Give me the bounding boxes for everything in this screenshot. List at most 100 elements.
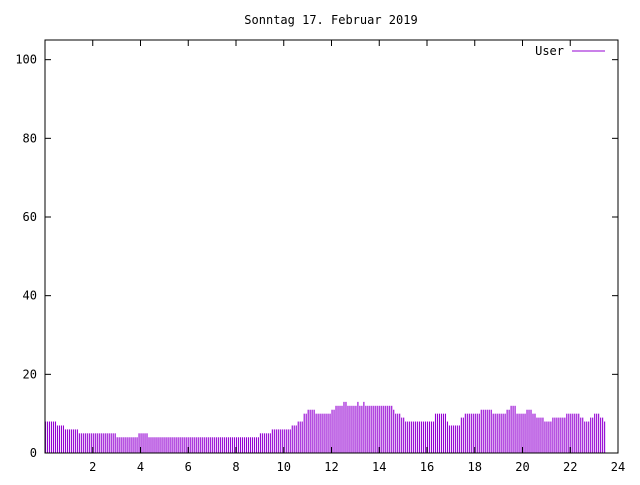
bar <box>283 429 285 453</box>
bar <box>347 405 349 453</box>
bar <box>339 405 341 453</box>
bar <box>558 417 560 453</box>
bar <box>323 413 325 453</box>
bar <box>285 429 287 453</box>
bar <box>357 401 359 453</box>
bar <box>516 413 518 453</box>
bar <box>387 405 389 453</box>
bar <box>393 409 395 453</box>
bar <box>287 429 289 453</box>
bar <box>389 405 391 453</box>
bar <box>363 401 365 453</box>
bar <box>92 433 94 453</box>
bar <box>490 409 492 453</box>
bar <box>45 421 47 453</box>
bar <box>156 437 158 453</box>
bar <box>297 421 299 453</box>
bar <box>594 413 596 453</box>
bar <box>200 437 202 453</box>
bar <box>464 413 466 453</box>
bar <box>562 417 564 453</box>
bar <box>293 425 295 453</box>
bar <box>202 437 204 453</box>
bar <box>554 417 556 453</box>
x-tick-label: 10 <box>277 460 291 474</box>
x-tick-label: 24 <box>611 460 625 474</box>
bar <box>417 421 419 453</box>
bar <box>419 421 421 453</box>
bar <box>176 437 178 453</box>
bar <box>204 437 206 453</box>
bar <box>142 433 144 453</box>
bar <box>74 429 76 453</box>
bar <box>126 437 128 453</box>
bar <box>321 413 323 453</box>
bar <box>510 405 512 453</box>
bar <box>106 433 108 453</box>
bar <box>351 405 353 453</box>
bar <box>110 433 112 453</box>
bar <box>526 409 528 453</box>
bar <box>440 413 443 453</box>
bar <box>572 413 574 453</box>
bar <box>277 429 279 453</box>
bar <box>218 437 220 453</box>
bar <box>454 425 456 453</box>
x-tick-label: 16 <box>420 460 434 474</box>
bar <box>375 405 377 453</box>
bar <box>580 417 582 453</box>
bar <box>291 425 293 453</box>
bar <box>430 421 433 453</box>
bar <box>234 437 236 453</box>
bar <box>486 409 488 453</box>
bar <box>194 437 196 453</box>
bar <box>425 421 427 453</box>
bar <box>154 437 156 453</box>
bar <box>552 417 554 453</box>
bar <box>130 437 132 453</box>
bar <box>379 405 381 453</box>
bar <box>122 437 124 453</box>
bar <box>309 409 311 453</box>
bar <box>598 413 600 453</box>
bar <box>514 405 516 453</box>
bar <box>564 417 566 453</box>
bar <box>134 437 136 453</box>
bar <box>78 433 80 453</box>
bar <box>319 413 321 453</box>
bar <box>120 437 122 453</box>
bar <box>102 433 104 453</box>
bar <box>52 421 55 453</box>
bar <box>206 437 208 453</box>
bar <box>128 437 130 453</box>
bar <box>82 433 84 453</box>
bar <box>544 421 546 453</box>
bar <box>560 417 562 453</box>
bar <box>367 405 369 453</box>
bar <box>448 425 450 453</box>
bar <box>359 405 361 453</box>
bar <box>407 421 409 453</box>
bar <box>265 433 267 453</box>
bar <box>399 413 401 453</box>
bar <box>158 437 160 453</box>
bar <box>592 417 594 453</box>
bar <box>94 433 96 453</box>
bar <box>345 401 347 453</box>
bar <box>452 425 454 453</box>
bar <box>492 413 494 453</box>
bar <box>64 429 66 453</box>
bar <box>136 437 138 453</box>
bar <box>72 429 74 453</box>
bar <box>66 429 68 453</box>
bar <box>540 417 542 453</box>
bar <box>150 437 152 453</box>
bar <box>58 425 61 453</box>
bar <box>56 425 59 453</box>
bar <box>263 433 265 453</box>
bar <box>170 437 172 453</box>
bar <box>255 437 257 453</box>
bar <box>112 433 114 453</box>
